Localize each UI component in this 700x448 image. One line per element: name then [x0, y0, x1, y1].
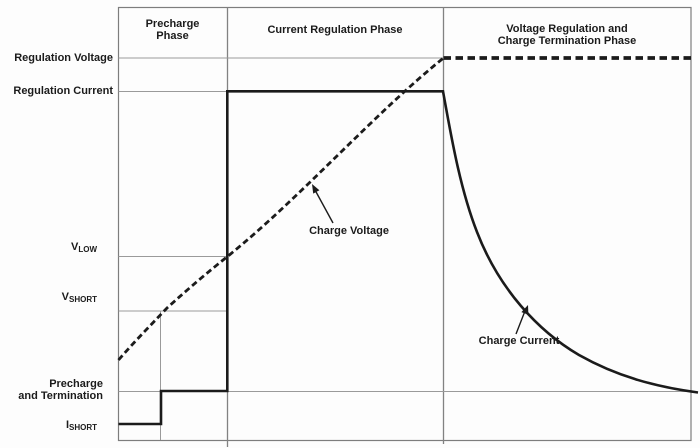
phase-label-precharge-line2: Phase: [156, 30, 189, 42]
charge-current-curve: [118, 90, 699, 426]
phase-label-voltage-regulation-line1: Voltage Regulation and: [506, 23, 628, 35]
phase-label-voltage-regulation: Voltage Regulation and Charge Terminatio…: [446, 23, 688, 47]
phase-label-voltage-regulation-line2: Charge Termination Phase: [497, 35, 637, 47]
charge-voltage-arrow-line: [314, 189, 334, 224]
y-axis-label-precharge-termination: Precharge and Termination: [18, 378, 103, 402]
curve-label-charge-current: Charge Current: [478, 335, 560, 347]
precharge-termination-line2: and Termination: [18, 390, 103, 402]
phase-label-precharge-line1: Precharge: [145, 18, 200, 30]
y-axis-label-regulation-voltage: Regulation Voltage: [14, 52, 113, 64]
curve-label-charge-voltage: Charge Voltage: [309, 225, 389, 237]
phase-label-current-regulation: Current Regulation Phase: [267, 24, 403, 36]
v-short-symbol: V: [61, 291, 69, 303]
charge-current-arrow-line: [515, 310, 526, 335]
charge-current-arrowhead: [521, 305, 529, 315]
v-short-subscript: SHORT: [69, 295, 97, 304]
y-axis-label-regulation-current: Regulation Current: [13, 85, 113, 97]
phase-label-precharge: Precharge Phase: [112, 18, 233, 42]
charge-voltage-arrowhead: [312, 184, 320, 194]
y-axis-label-v-short: VSHORT: [62, 291, 97, 304]
precharge-termination-line1: Precharge: [49, 378, 103, 390]
v-low-subscript: LOW: [78, 245, 97, 254]
i-short-symbol: I: [65, 419, 69, 431]
v-low-symbol: V: [70, 241, 79, 253]
plot-border: [117, 6, 692, 442]
i-short-subscript: SHORT: [69, 423, 97, 432]
y-axis-label-i-short: ISHORT: [66, 419, 97, 432]
charge-voltage-curve-rising: [117, 56, 445, 361]
y-axis-label-v-low: VLOW: [71, 241, 97, 254]
